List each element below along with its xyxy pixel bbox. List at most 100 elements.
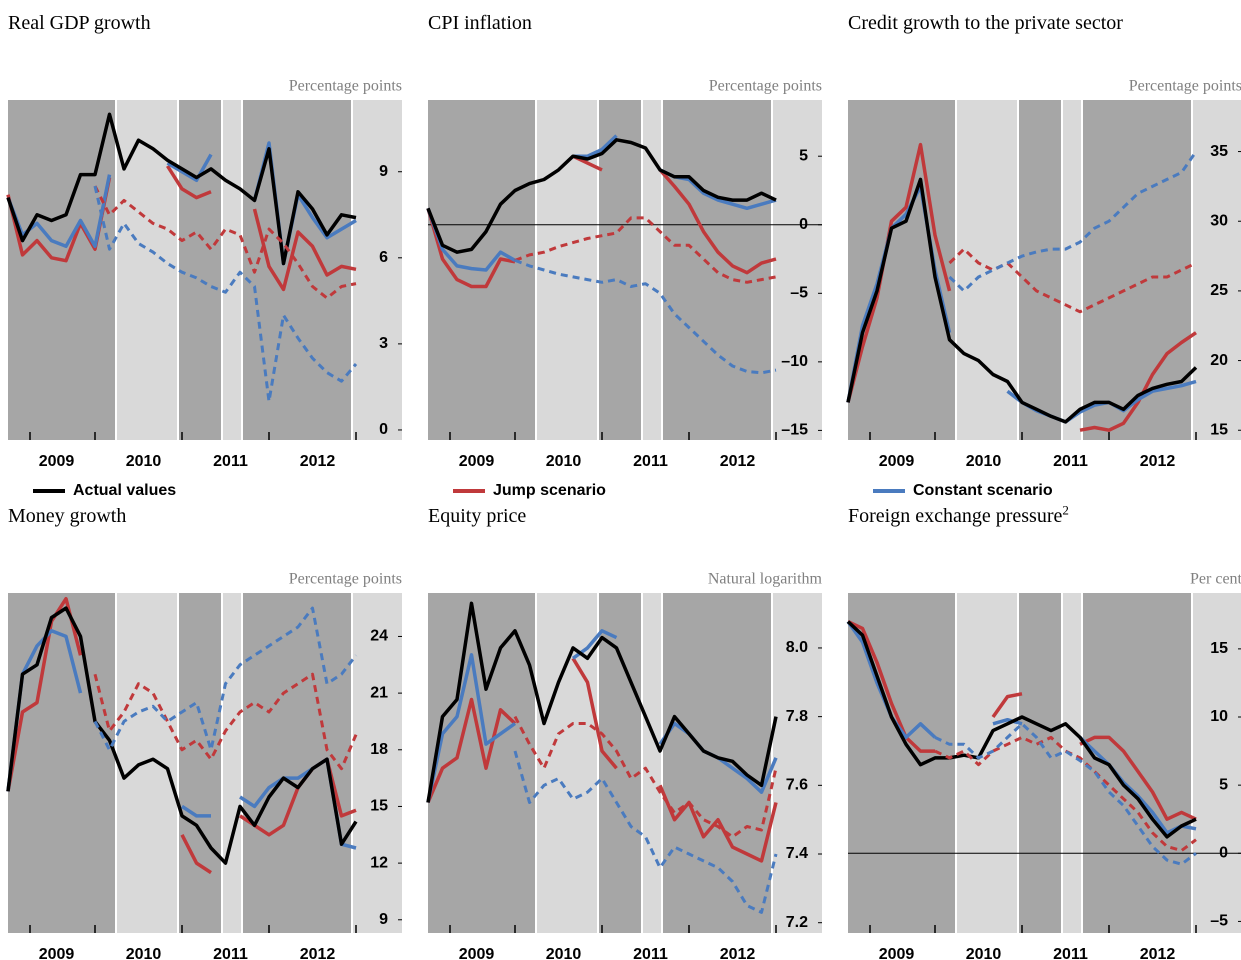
period-band: [956, 100, 1018, 440]
y-tick-label: 0: [379, 421, 388, 438]
panel-title-text: Equity price: [428, 505, 527, 527]
period-band: [1082, 100, 1192, 440]
y-tick-label: 15: [370, 798, 388, 815]
x-tick-label: 2009: [39, 946, 75, 960]
y-tick-label: 7.6: [786, 777, 808, 794]
x-tick-label: 2012: [1140, 453, 1176, 470]
period-band: [242, 593, 352, 933]
period-band: [8, 593, 116, 933]
y-tick-label: 35: [1210, 143, 1228, 160]
y-axis-unit: Percentage points: [289, 78, 402, 95]
y-tick-label: 5: [799, 147, 808, 164]
y-tick-label: 6: [379, 249, 388, 266]
y-tick-label: 7.2: [786, 914, 808, 931]
period-band: [352, 593, 402, 933]
series-line: [426, 138, 777, 254]
y-tick-label: 25: [1210, 282, 1228, 299]
legend-label: Actual values: [73, 482, 176, 499]
y-tick-label: 18: [370, 741, 388, 758]
y-tick-label: 7.8: [786, 708, 808, 725]
legend-label: Constant scenario: [913, 482, 1053, 499]
panel-title: Foreign exchange pressure2: [848, 503, 1148, 530]
period-band: [642, 100, 662, 440]
panel-title-text: Real GDP growth: [8, 12, 151, 34]
y-tick-label: 12: [370, 854, 388, 871]
x-tick-label: 2010: [126, 946, 162, 960]
period-band: [598, 100, 642, 440]
period-band: [598, 593, 642, 933]
series-line: [6, 112, 357, 266]
y-tick-label: 21: [370, 684, 388, 701]
panel-title: Equity price: [428, 503, 728, 530]
scenario-dashed-line: [948, 247, 1197, 314]
period-band: [222, 100, 242, 440]
y-tick-label: 7.4: [786, 845, 808, 862]
x-tick-label: 2009: [879, 453, 915, 470]
period-band: [222, 593, 242, 933]
y-axis-unit: Percentage points: [709, 78, 822, 95]
scenario-dashed-line: [93, 672, 358, 771]
panel-title-text: CPI inflation: [428, 12, 532, 34]
period-band: [178, 593, 222, 933]
period-band: [1192, 100, 1241, 440]
y-tick-label: 9: [379, 911, 388, 928]
panel-title: Credit growth to the private sector: [848, 10, 1148, 37]
x-tick-label: 2012: [1140, 946, 1176, 960]
x-tick-label: 2011: [1053, 946, 1088, 960]
series-line: [6, 606, 358, 865]
scenario-dashed-line: [513, 715, 778, 839]
y-tick-label: 0: [1219, 844, 1228, 861]
scenario-dashed-line: [514, 258, 777, 375]
y-tick-label: 30: [1210, 212, 1228, 229]
series-line: [847, 620, 1197, 821]
period-band: [352, 100, 402, 440]
x-tick-label: 2011: [633, 453, 668, 470]
x-tick-label: 2011: [633, 946, 668, 960]
panel-title-text: Foreign exchange pressure: [848, 505, 1063, 527]
y-tick-label: 8.0: [786, 639, 808, 656]
x-tick-label: 2009: [879, 946, 915, 960]
x-tick-label: 2010: [546, 453, 582, 470]
x-tick-label: 2012: [300, 453, 336, 470]
series-line: [426, 657, 778, 863]
x-tick-label: 2011: [1053, 453, 1088, 470]
period-band: [1018, 100, 1062, 440]
period-band: [1018, 593, 1062, 933]
period-band: [178, 100, 222, 440]
legend-label: Jump scenario: [493, 482, 606, 499]
y-tick-label: 20: [1210, 352, 1228, 369]
period-band: [1082, 593, 1192, 933]
y-tick-label: –5: [1210, 913, 1228, 930]
scenario-dashed-line: [513, 750, 778, 914]
panel-title-text: Money growth: [8, 505, 127, 527]
x-tick-label: 2010: [126, 453, 162, 470]
period-band: [772, 100, 822, 440]
y-tick-label: –10: [781, 353, 808, 370]
period-band: [536, 100, 598, 440]
panel-title: Real GDP growth: [8, 10, 308, 37]
period-band: [1062, 100, 1082, 440]
panel-title: CPI inflation: [428, 10, 728, 37]
x-tick-label: 2012: [720, 453, 756, 470]
period-band: [642, 593, 662, 933]
footnote-marker: 2: [1062, 502, 1069, 518]
period-band: [956, 593, 1018, 933]
y-tick-label: 15: [1210, 640, 1228, 657]
y-tick-label: 24: [370, 628, 388, 645]
period-band: [116, 100, 178, 440]
x-tick-label: 2012: [300, 946, 336, 960]
y-tick-label: 9: [379, 163, 388, 180]
series-line: [426, 601, 778, 803]
series-line: [846, 177, 1198, 424]
y-tick-label: 15: [1210, 421, 1228, 438]
period-band: [848, 100, 956, 440]
x-tick-label: 2011: [213, 453, 248, 470]
y-tick-label: 0: [799, 216, 808, 233]
x-tick-label: 2010: [546, 946, 582, 960]
x-tick-label: 2010: [966, 946, 1002, 960]
y-axis-unit: Natural logarithm: [708, 571, 823, 588]
x-tick-label: 2011: [213, 946, 248, 960]
x-tick-label: 2009: [459, 946, 495, 960]
y-axis-unit: Percentage points: [289, 571, 402, 588]
period-band: [662, 593, 772, 933]
